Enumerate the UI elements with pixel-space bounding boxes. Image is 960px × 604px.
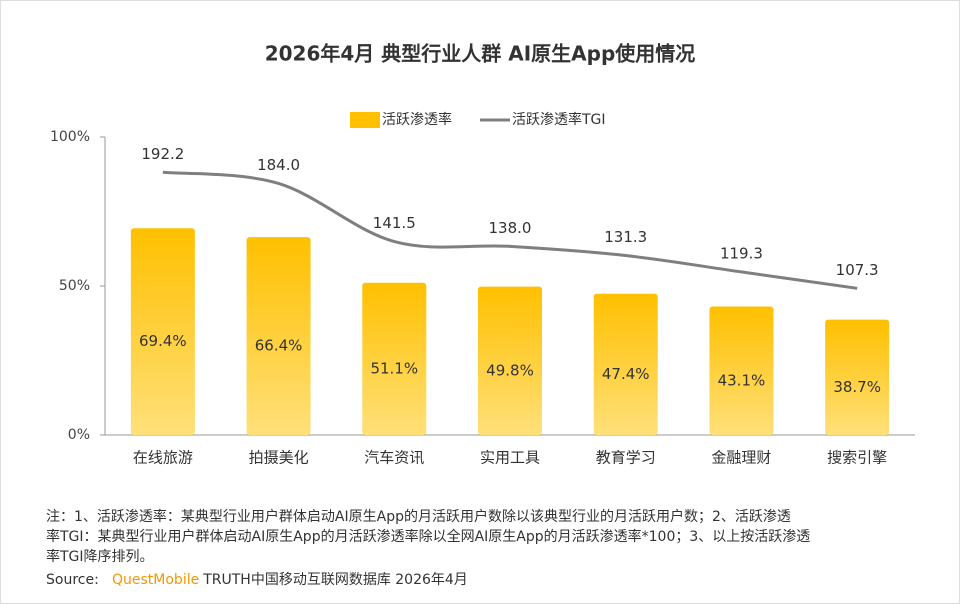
data-label: 131.3	[604, 228, 647, 246]
data-label: 43.1%	[718, 371, 766, 389]
x-tick-label: 拍摄美化	[249, 449, 309, 467]
data-label: 49.8%	[486, 361, 534, 379]
source-text: TRUTH中国移动互联网数据库 2026年4月	[202, 572, 468, 588]
source-label: Source:	[46, 572, 99, 588]
data-label: 38.7%	[833, 378, 881, 396]
y-tick-label: 100%	[50, 129, 90, 145]
data-label: 141.5	[373, 214, 416, 232]
bar	[593, 293, 658, 435]
source-brand: QuestMobile	[112, 572, 199, 588]
x-tick-label: 搜索引擎	[827, 449, 887, 467]
line	[162, 170, 858, 290]
data-label: 69.4%	[139, 332, 187, 350]
note: 率TGI：某典型行业用户群体启动AI原生App的月活跃渗透率除以全网AI原生Ap…	[46, 528, 810, 545]
y-tick-label: 0%	[68, 427, 90, 443]
x-tick-label: 金融理财	[711, 449, 771, 467]
x-tick-label: 汽车资讯	[364, 449, 424, 467]
data-label: 192.2	[141, 145, 184, 163]
bar	[709, 306, 774, 435]
data-label: 138.0	[489, 219, 532, 237]
chart-title: 2026年4月 典型行业人群 AI原生App使用情况	[265, 42, 696, 66]
note: 率TGI降序排列。	[46, 548, 154, 565]
data-label: 184.0	[257, 156, 300, 174]
data-label: 66.4%	[255, 337, 303, 355]
x-tick-label: 实用工具	[480, 449, 540, 467]
legend-label: 活跃渗透率TGI	[512, 111, 606, 128]
data-label: 51.1%	[370, 359, 418, 377]
data-label: 47.4%	[602, 365, 650, 383]
bar	[130, 228, 195, 435]
legend-swatch	[350, 112, 380, 128]
bar	[478, 286, 542, 435]
data-label: 119.3	[720, 244, 763, 262]
note: 注：1、活跃渗透率：某典型行业用户群体启动AI原生App的月活跃用户数除以该典型…	[46, 508, 791, 525]
bar	[246, 237, 311, 435]
x-tick-label: 在线旅游	[133, 449, 193, 467]
y-tick-label: 50%	[59, 278, 90, 294]
bar	[825, 319, 890, 435]
legend-label: 活跃渗透率	[382, 111, 452, 128]
data-label: 107.3	[836, 261, 879, 279]
x-tick-label: 教育学习	[596, 449, 656, 467]
bar	[362, 282, 427, 435]
